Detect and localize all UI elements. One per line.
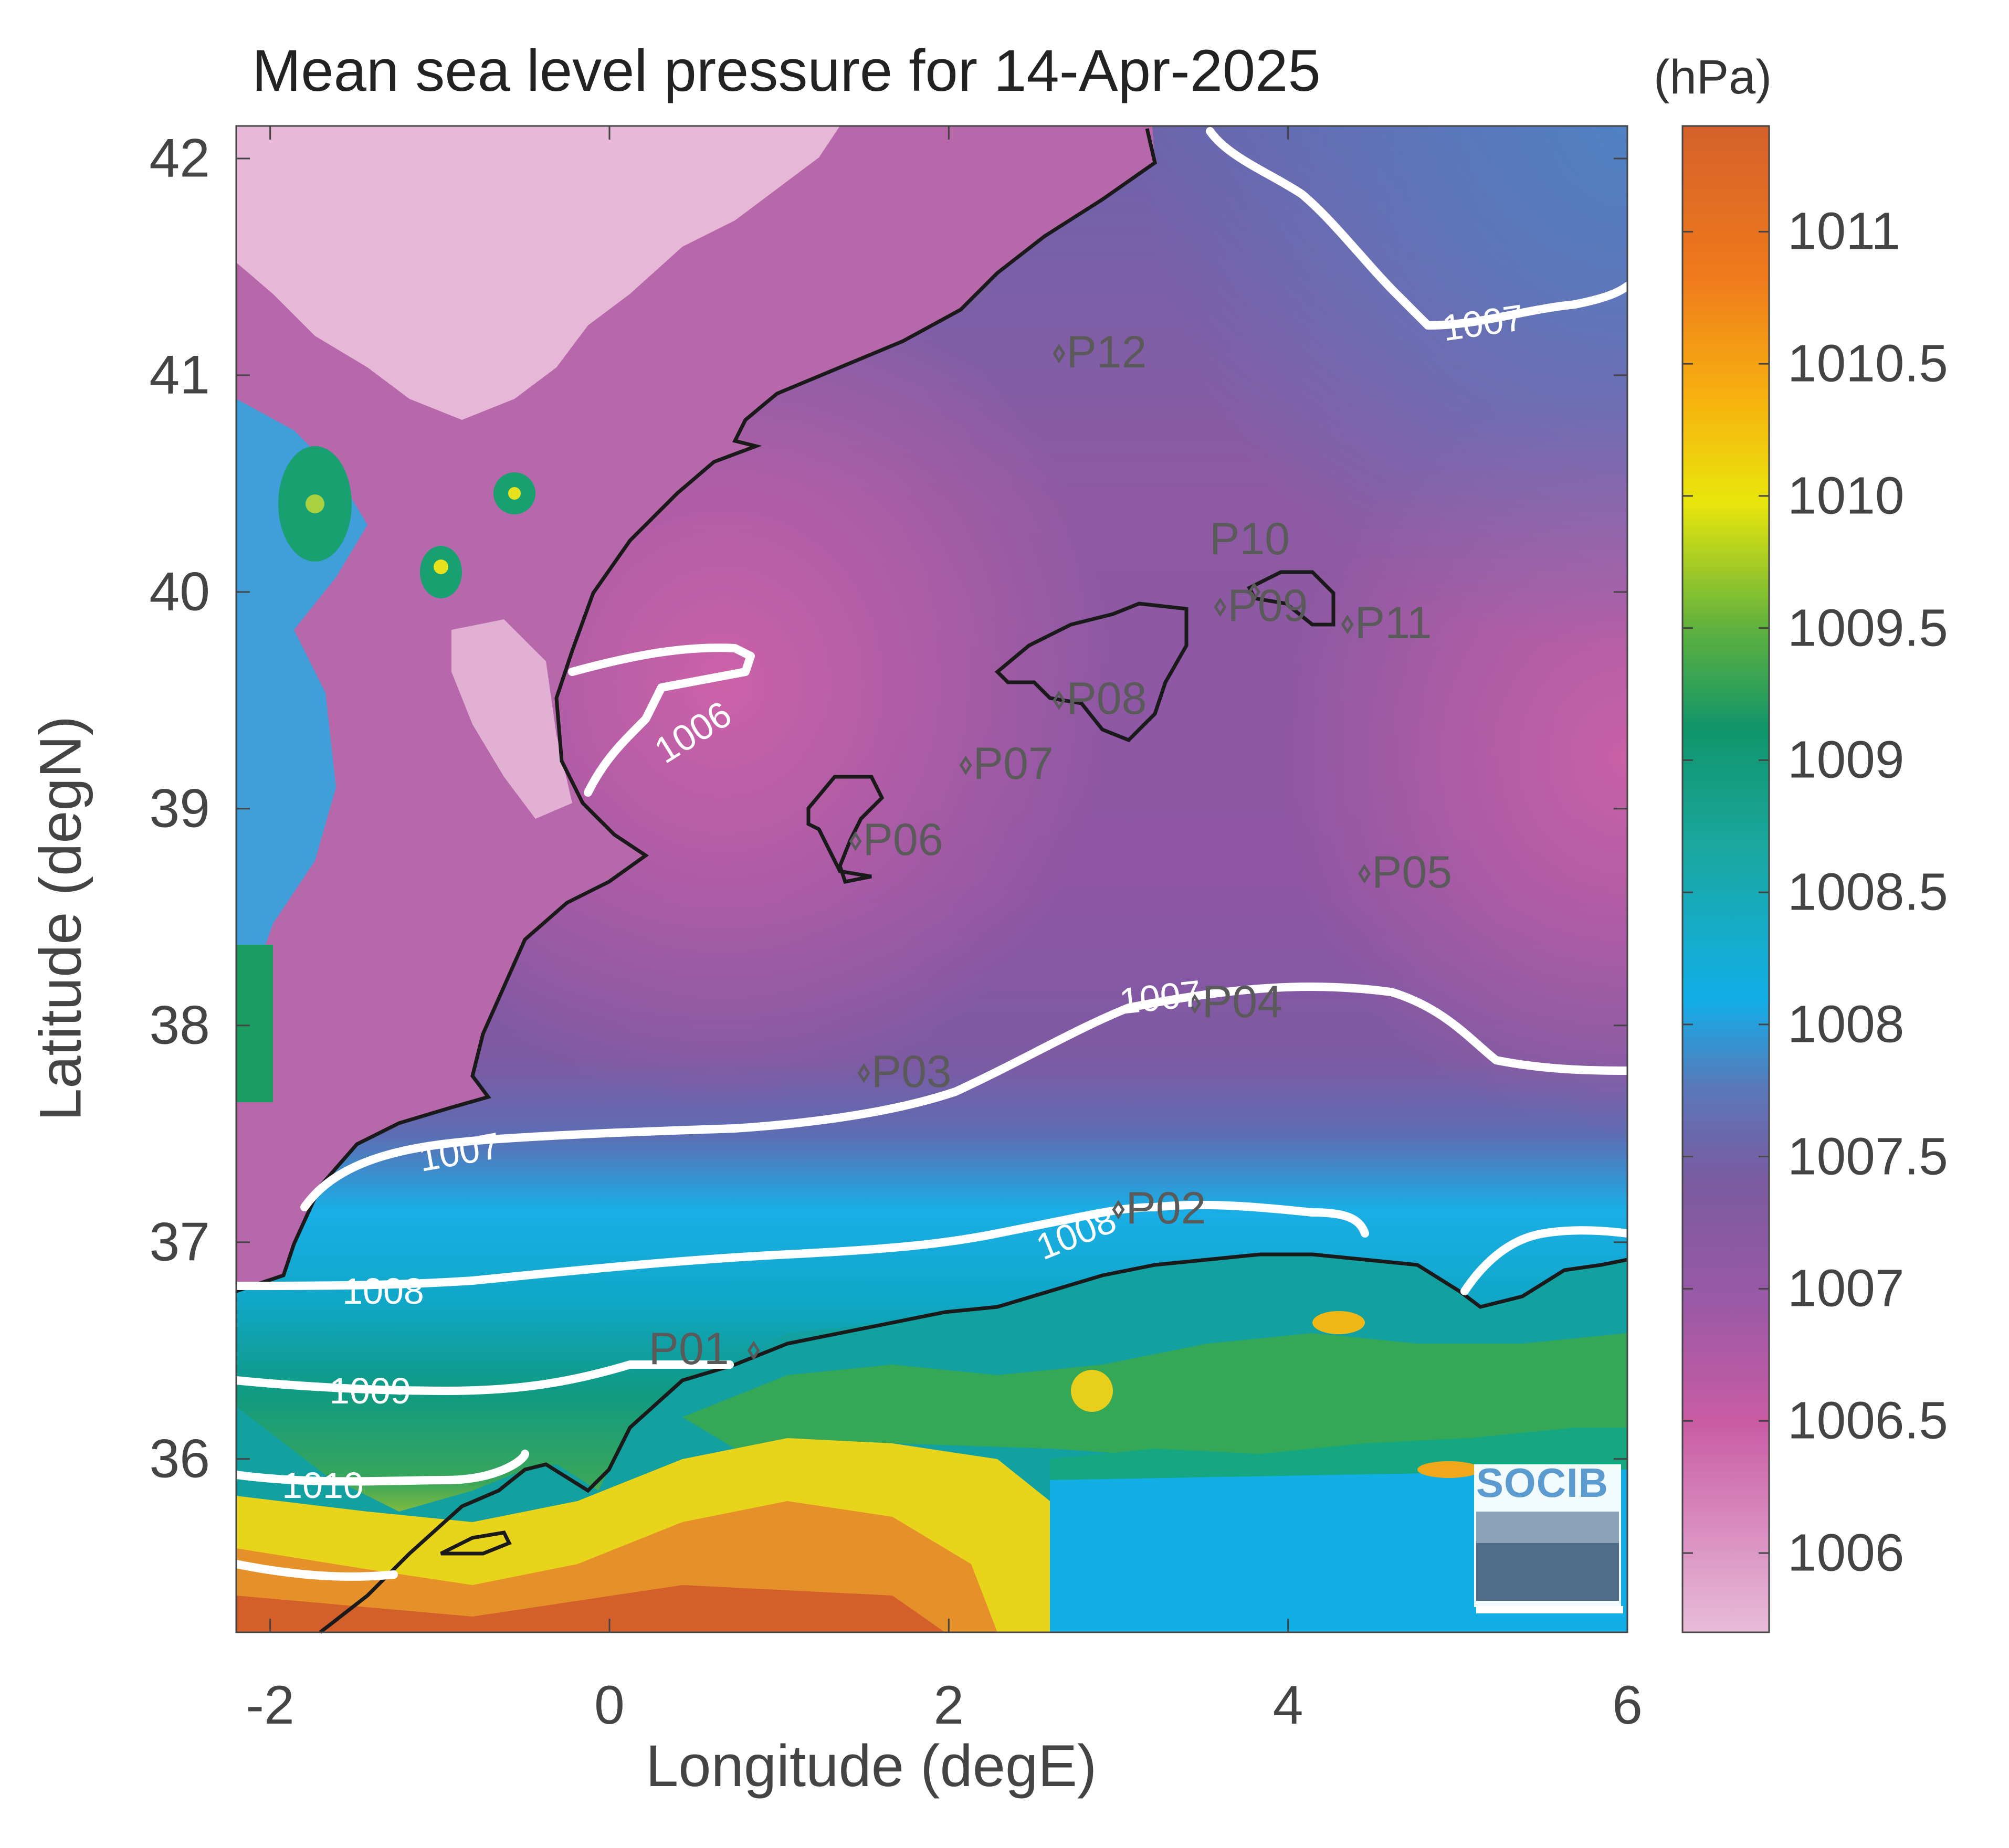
station-marker xyxy=(1112,1200,1125,1220)
africa-green xyxy=(682,1333,1627,1464)
coastlines xyxy=(235,128,1628,1634)
colorbar xyxy=(1681,125,1770,1633)
station-markers xyxy=(747,343,1371,1360)
colorbar-tick-label: 1006.5 xyxy=(1787,1391,1948,1450)
y-axis-label: Latitude (degN) xyxy=(27,715,93,1122)
x-tick-label: 0 xyxy=(594,1675,625,1736)
station-label: P03 xyxy=(871,1046,952,1097)
y-tick-label: 41 xyxy=(149,344,210,406)
contour-1007-top xyxy=(1206,127,1632,330)
chart-title: Mean sea level pressure for 14-Apr-2025 xyxy=(252,38,1321,103)
station-label: P01 xyxy=(648,1324,729,1375)
colorbar-tick-label: 1011 xyxy=(1787,202,1901,261)
station-label: P08 xyxy=(1066,673,1147,724)
station-label: P05 xyxy=(1372,847,1453,897)
contour-1009 xyxy=(232,1360,734,1395)
contour-1010 xyxy=(232,1450,529,1486)
colorbar-tick-label: 1008.5 xyxy=(1787,862,1948,922)
station-marker xyxy=(1248,582,1260,602)
iberia-coast xyxy=(235,128,1157,1293)
contour-1008-r xyxy=(1460,1226,1632,1295)
station-label: P12 xyxy=(1066,326,1147,377)
x-tick-label: -2 xyxy=(246,1675,294,1736)
station-label: P11 xyxy=(1354,597,1432,648)
colorbar-tick-label: 1010 xyxy=(1787,466,1905,525)
y-tick-label: 37 xyxy=(149,1211,210,1273)
iberia-blue xyxy=(236,399,367,1029)
contour-label: 1007 xyxy=(1117,973,1203,1022)
station-marker xyxy=(1053,690,1066,710)
x-tick-label: 6 xyxy=(1612,1675,1643,1736)
station-label: P09 xyxy=(1227,580,1308,631)
pressure-field xyxy=(236,126,1627,1632)
station-marker xyxy=(1341,615,1354,635)
axis-ticks xyxy=(236,126,1628,1632)
mallorca-coast xyxy=(994,601,1188,743)
contour-1006 xyxy=(568,643,755,797)
contour-1007-mid xyxy=(300,983,1632,1211)
pyrenees-pale xyxy=(236,126,840,420)
y-tick-label: 38 xyxy=(149,995,210,1056)
colorbar-tick-label: 1009 xyxy=(1787,730,1905,789)
y-tick-label: 39 xyxy=(149,778,210,839)
colorbar-tick-label: 1007.5 xyxy=(1787,1127,1948,1186)
interior-pale xyxy=(451,619,572,819)
station-label: P10 xyxy=(1209,513,1290,564)
menorca-coast xyxy=(1247,570,1335,627)
contour-label: 1010 xyxy=(282,1465,364,1506)
station-marker xyxy=(959,755,972,775)
x-tick-label: 4 xyxy=(1272,1675,1303,1736)
station-marker xyxy=(1188,994,1201,1014)
colorbar-tick-label: 1006 xyxy=(1787,1523,1905,1582)
station-marker xyxy=(747,1340,760,1360)
ibiza-coast xyxy=(806,775,885,884)
contour-label: 1008 xyxy=(342,1271,424,1312)
station-marker xyxy=(1214,597,1227,617)
contour-1010b xyxy=(232,1560,398,1581)
colorbar-ticks xyxy=(1682,230,1769,1554)
y-tick-label: 42 xyxy=(149,128,210,189)
contour-lines xyxy=(232,127,1632,1581)
station-marker xyxy=(857,1063,870,1083)
station-marker xyxy=(1053,343,1066,364)
station-marker xyxy=(849,831,862,851)
socib-logo xyxy=(1474,1464,1623,1613)
colorbar-tick-label: 1009.5 xyxy=(1787,598,1948,658)
station-label: P07 xyxy=(973,738,1054,789)
logo-text: SOCIB xyxy=(1476,1460,1609,1506)
africa-coast xyxy=(319,1252,1628,1634)
station-label: P04 xyxy=(1202,977,1282,1028)
station-label: P06 xyxy=(862,814,943,865)
station-label: P02 xyxy=(1126,1182,1206,1233)
contour-1008 xyxy=(232,1200,1369,1290)
colorbar-tick-label: 1010.5 xyxy=(1787,334,1948,393)
y-tick-label: 36 xyxy=(149,1428,210,1490)
colorbar-tick-label: 1007 xyxy=(1787,1259,1905,1318)
colorbar-unit: (hPa) xyxy=(1654,50,1772,104)
colorbar-tick-label: 1008 xyxy=(1787,995,1905,1054)
alboran-coast xyxy=(440,1530,512,1556)
contour-label: 1009 xyxy=(329,1370,411,1411)
station-marker xyxy=(1358,864,1371,884)
x-axis-label: Longitude (degE) xyxy=(646,1733,1097,1799)
y-axis-label-wrap: Latitude (degN) xyxy=(0,682,121,1155)
x-tick-label: 2 xyxy=(933,1675,964,1736)
y-tick-label: 40 xyxy=(149,561,210,622)
map-frame xyxy=(235,125,1628,1633)
